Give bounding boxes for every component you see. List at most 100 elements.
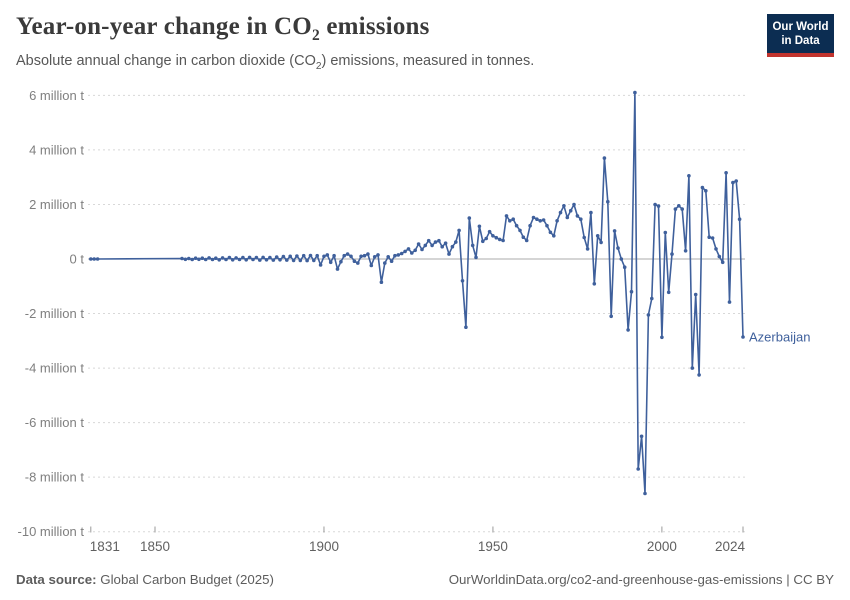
- data-point-marker[interactable]: [562, 204, 566, 208]
- data-point-marker[interactable]: [301, 253, 306, 258]
- data-point-marker[interactable]: [741, 335, 745, 339]
- data-point-marker[interactable]: [183, 257, 188, 262]
- data-point-marker[interactable]: [359, 254, 363, 259]
- data-point-marker[interactable]: [643, 491, 647, 496]
- data-point-marker[interactable]: [426, 238, 431, 243]
- data-point-marker[interactable]: [328, 260, 333, 265]
- data-point-marker[interactable]: [687, 174, 691, 178]
- data-point-marker[interactable]: [437, 238, 441, 243]
- data-point-marker[interactable]: [207, 256, 211, 260]
- data-point-marker[interactable]: [636, 467, 640, 471]
- data-point-marker[interactable]: [599, 240, 603, 245]
- data-point-marker[interactable]: [443, 241, 448, 245]
- data-point-marker[interactable]: [403, 249, 407, 254]
- data-point-marker[interactable]: [393, 253, 397, 258]
- data-point-marker[interactable]: [200, 256, 205, 261]
- data-point-marker[interactable]: [693, 292, 698, 297]
- data-point-marker[interactable]: [396, 253, 401, 257]
- data-point-marker[interactable]: [474, 255, 478, 260]
- data-point-marker[interactable]: [224, 257, 228, 262]
- data-point-marker[interactable]: [518, 228, 522, 233]
- data-point-marker[interactable]: [457, 228, 461, 233]
- data-point-marker[interactable]: [372, 254, 377, 259]
- data-point-marker[interactable]: [332, 253, 336, 258]
- data-point-marker[interactable]: [261, 255, 265, 260]
- data-point-marker[interactable]: [670, 252, 674, 256]
- data-point-marker[interactable]: [582, 235, 586, 240]
- data-point-marker[interactable]: [312, 258, 316, 263]
- data-point-marker[interactable]: [680, 207, 684, 211]
- data-point-marker[interactable]: [677, 204, 681, 208]
- data-point-marker[interactable]: [639, 434, 644, 439]
- data-point-marker[interactable]: [187, 256, 191, 261]
- data-point-marker[interactable]: [420, 247, 424, 252]
- data-point-marker[interactable]: [315, 253, 320, 258]
- data-point-marker[interactable]: [268, 255, 272, 260]
- data-point-marker[interactable]: [241, 255, 245, 260]
- data-point-marker[interactable]: [504, 214, 509, 218]
- data-point-marker[interactable]: [535, 217, 539, 221]
- data-point-marker[interactable]: [548, 230, 553, 235]
- data-point-marker[interactable]: [352, 259, 357, 264]
- data-point-marker[interactable]: [683, 249, 688, 253]
- data-point-marker[interactable]: [285, 258, 289, 262]
- data-point-marker[interactable]: [345, 252, 350, 256]
- data-point-marker[interactable]: [724, 171, 728, 175]
- data-point-marker[interactable]: [376, 253, 380, 257]
- data-point-marker[interactable]: [565, 215, 570, 220]
- data-point-marker[interactable]: [497, 237, 502, 242]
- data-point-marker[interactable]: [234, 256, 238, 260]
- data-point-marker[interactable]: [454, 240, 458, 244]
- data-point-marker[interactable]: [220, 256, 225, 260]
- data-point-marker[interactable]: [460, 279, 465, 283]
- data-point-marker[interactable]: [494, 235, 499, 240]
- data-point-marker[interactable]: [568, 208, 573, 213]
- data-point-marker[interactable]: [585, 247, 590, 251]
- data-point-marker[interactable]: [447, 252, 451, 256]
- data-point-marker[interactable]: [626, 328, 630, 332]
- data-point-marker[interactable]: [606, 199, 610, 204]
- data-point-marker[interactable]: [538, 219, 542, 223]
- data-point-marker[interactable]: [477, 224, 482, 229]
- data-point-marker[interactable]: [335, 267, 340, 271]
- data-point-marker[interactable]: [491, 234, 495, 238]
- data-point-marker[interactable]: [180, 256, 184, 261]
- data-point-marker[interactable]: [737, 217, 742, 221]
- data-point-marker[interactable]: [227, 255, 232, 260]
- data-point-marker[interactable]: [697, 373, 701, 377]
- data-point-marker[interactable]: [555, 219, 559, 223]
- data-point-marker[interactable]: [433, 240, 438, 244]
- data-point-marker[interactable]: [339, 259, 343, 264]
- data-point-marker[interactable]: [237, 257, 242, 262]
- data-point-marker[interactable]: [511, 217, 515, 221]
- data-point-marker[interactable]: [541, 218, 546, 222]
- data-point-marker[interactable]: [406, 247, 411, 251]
- data-point-marker[interactable]: [271, 258, 276, 262]
- data-point-marker[interactable]: [714, 247, 718, 251]
- data-point-marker[interactable]: [258, 258, 262, 262]
- data-point-marker[interactable]: [690, 366, 695, 370]
- data-point-marker[interactable]: [501, 238, 505, 243]
- data-point-marker[interactable]: [572, 202, 576, 207]
- data-point-marker[interactable]: [653, 202, 657, 207]
- data-point-marker[interactable]: [264, 258, 269, 262]
- data-point-marker[interactable]: [383, 261, 387, 265]
- data-point-marker[interactable]: [318, 263, 323, 267]
- data-point-marker[interactable]: [281, 254, 286, 259]
- data-point-marker[interactable]: [203, 257, 208, 262]
- data-point-marker[interactable]: [342, 253, 347, 258]
- data-point-marker[interactable]: [349, 254, 353, 259]
- data-point-marker[interactable]: [410, 251, 414, 255]
- data-point-marker[interactable]: [291, 258, 296, 263]
- data-point-marker[interactable]: [92, 257, 96, 261]
- data-point-marker[interactable]: [230, 258, 235, 262]
- data-point-marker[interactable]: [399, 251, 404, 256]
- data-point-marker[interactable]: [423, 243, 428, 248]
- data-point-marker[interactable]: [379, 280, 384, 285]
- data-point-marker[interactable]: [646, 313, 651, 317]
- data-point-marker[interactable]: [278, 258, 282, 262]
- data-point-marker[interactable]: [622, 265, 627, 270]
- data-point-marker[interactable]: [602, 156, 607, 160]
- data-point-marker[interactable]: [589, 210, 593, 215]
- data-point-marker[interactable]: [650, 296, 654, 301]
